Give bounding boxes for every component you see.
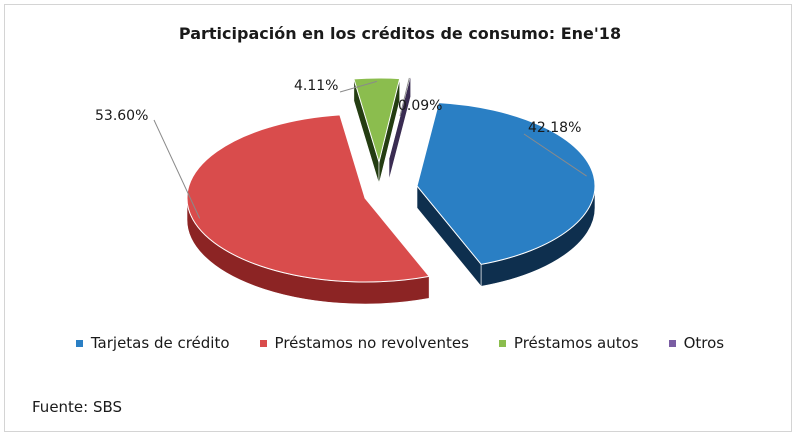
legend-item-tarjetas: Tarjetas de crédito xyxy=(75,334,230,352)
legend-item-otros: Otros xyxy=(668,334,725,352)
leader-line xyxy=(153,119,201,219)
legend-label: Tarjetas de crédito xyxy=(90,334,230,352)
legend-swatch xyxy=(498,339,506,347)
slice-top xyxy=(186,114,431,283)
leader-line xyxy=(399,77,410,117)
data-label: 0.09% xyxy=(398,98,442,114)
leader-line xyxy=(339,80,377,93)
slice-prestamos-no-revolventes xyxy=(186,114,431,305)
slice-top xyxy=(353,77,401,164)
chart-frame xyxy=(4,4,792,432)
legend-swatch xyxy=(259,339,267,347)
slice-tarjetas xyxy=(416,102,596,288)
leader-line xyxy=(523,133,587,177)
legend-label: Otros xyxy=(683,334,725,352)
legend-swatch xyxy=(668,339,676,347)
legend: Tarjetas de crédito Préstamos no revolve… xyxy=(0,334,800,352)
legend-label: Préstamos no revolventes xyxy=(274,334,469,352)
source-note: Fuente: SBS xyxy=(32,398,123,416)
data-label: 53.60% xyxy=(95,108,148,124)
chart-title: Participación en los créditos de consumo… xyxy=(178,24,622,43)
data-label: 4.11% xyxy=(294,78,338,94)
data-label: 42.18% xyxy=(528,120,581,136)
slice-prestamos-autos xyxy=(353,77,401,185)
legend-label: Préstamos autos xyxy=(513,334,639,352)
legend-swatch xyxy=(75,339,83,347)
legend-item-prestamos-autos: Préstamos autos xyxy=(498,334,639,352)
legend-item-prestamos-no-revolventes: Préstamos no revolventes xyxy=(259,334,469,352)
slice-top xyxy=(416,102,596,265)
